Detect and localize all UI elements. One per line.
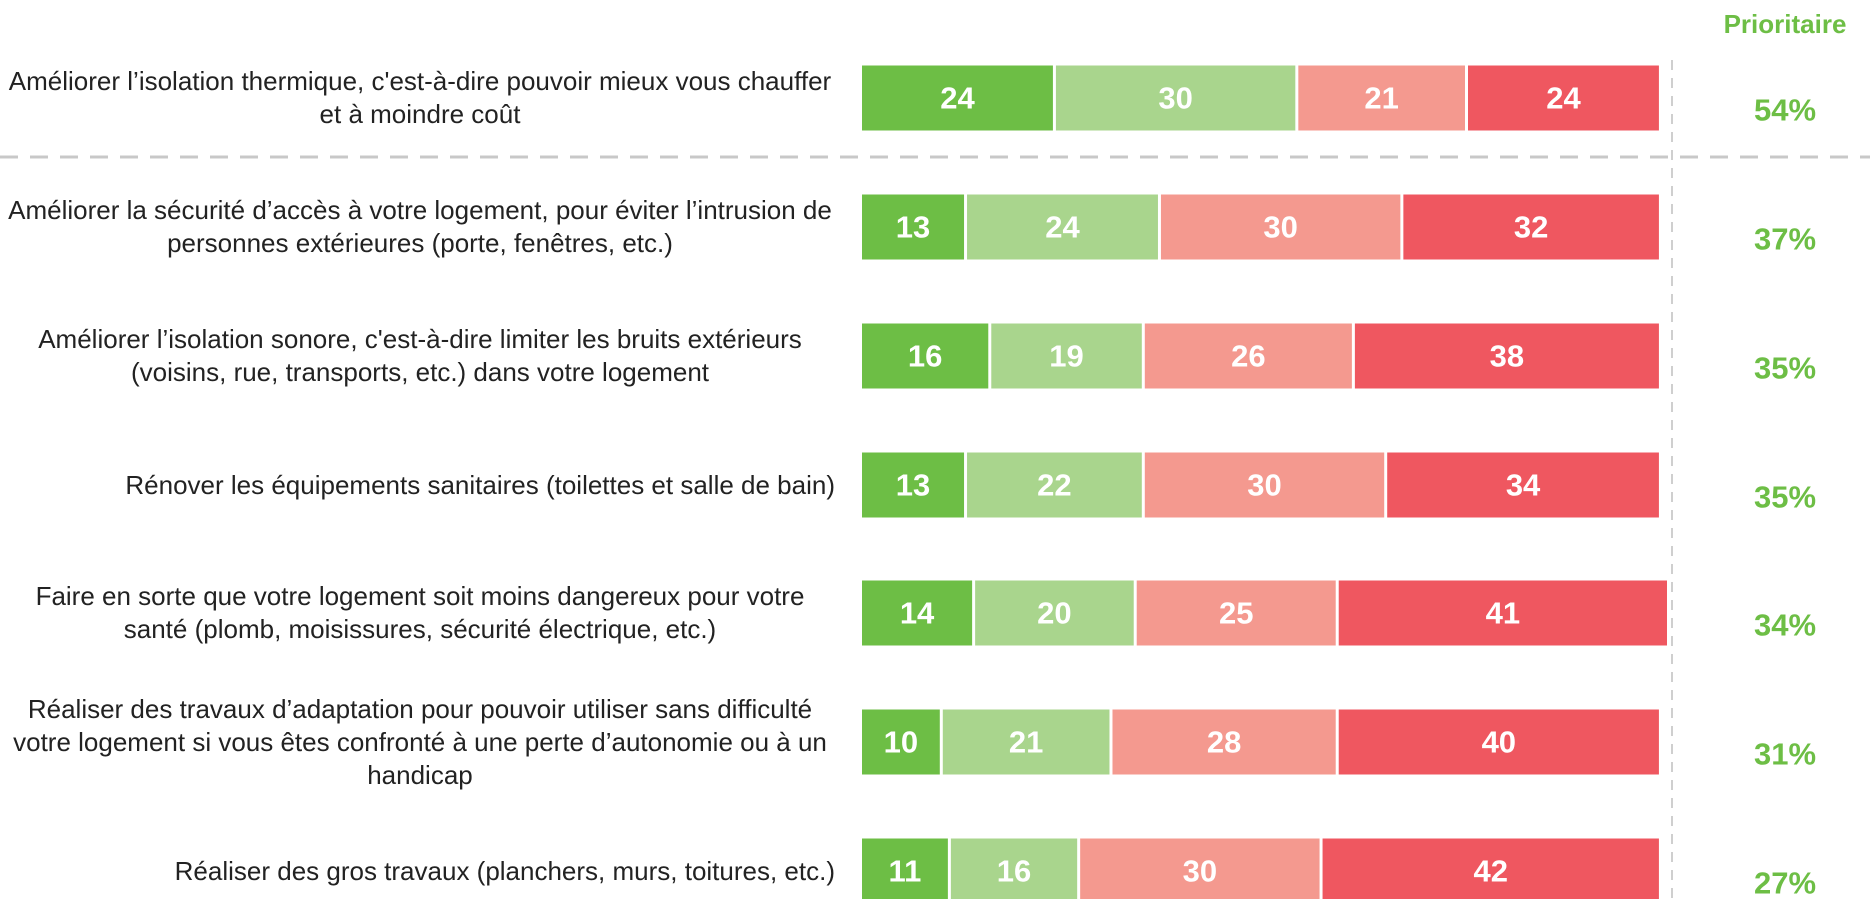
bar-value-label: 24: [1045, 210, 1080, 245]
bar-segment: [1403, 194, 1659, 260]
category-text: Réaliser des travaux d’adaptation pour p…: [13, 693, 827, 790]
priority-title: Prioritaire: [1724, 9, 1847, 39]
bar-value-label: 16: [908, 339, 942, 374]
priority-value: 54%: [1754, 93, 1816, 128]
bar-value-label: 25: [1219, 596, 1253, 631]
bar-segment: [1144, 452, 1385, 518]
bar-segment: [1055, 65, 1296, 131]
bar-value-label: 20: [1037, 596, 1071, 631]
bar-value-label: 19: [1049, 339, 1083, 374]
category-text: Rénover les équipements sanitaires (toil…: [125, 469, 835, 500]
bar-segment: [862, 452, 965, 518]
category-label: Améliorer l’isolation thermique, c'est-à…: [0, 48, 835, 148]
bar-value-label: 30: [1263, 210, 1297, 245]
bar-value-label: 28: [1207, 725, 1241, 760]
bar-segment: [1354, 323, 1659, 389]
bar-value-label: 11: [889, 854, 922, 889]
category-text: Améliorer la sécurité d’accès à votre lo…: [8, 195, 832, 258]
category-text: Améliorer l’isolation thermique, c'est-à…: [8, 66, 832, 129]
bar-segment: [1468, 65, 1659, 131]
bar-segment: [1136, 580, 1336, 646]
category-label: Faire en sorte que votre logement soit m…: [0, 563, 835, 663]
bar-value-label: 40: [1482, 725, 1516, 760]
bar-value-label: 41: [1486, 596, 1520, 631]
bar-segment: [862, 838, 948, 899]
bar-segment: [862, 194, 965, 260]
bar-segment: [1144, 323, 1352, 389]
bar-value-label: 16: [997, 854, 1031, 889]
bar-segment: [967, 194, 1158, 260]
bar-segment: [1338, 709, 1659, 775]
category-text: Réaliser des gros travaux (planchers, mu…: [174, 855, 835, 886]
category-label: Réaliser des travaux d’adaptation pour p…: [0, 692, 835, 792]
category-text: Faire en sorte que votre logement soit m…: [35, 581, 805, 644]
bar-value-label: 26: [1231, 339, 1265, 374]
bar-segment: [862, 709, 940, 775]
bar-value-label: 24: [1546, 81, 1581, 116]
bar-segment: [991, 323, 1142, 389]
bar-value-label: 10: [884, 725, 918, 760]
bar-value-label: 30: [1247, 468, 1281, 503]
bar-value-label: 13: [896, 468, 930, 503]
bar-segment: [1298, 65, 1465, 131]
bar-segment: [1322, 838, 1659, 899]
bar-segment: [942, 709, 1110, 775]
bar-value-label: 21: [1009, 725, 1043, 760]
bar-segment: [862, 323, 989, 389]
bar-value-label: 24: [940, 81, 975, 116]
priority-value: 37%: [1754, 222, 1816, 257]
bar-value-label: 30: [1183, 854, 1217, 889]
priority-value: 34%: [1754, 608, 1816, 643]
category-label: Améliorer la sécurité d’accès à votre lo…: [0, 177, 835, 277]
bar-segment: [862, 580, 973, 646]
bar-segment: [1080, 838, 1320, 899]
bar-segment: [862, 65, 1053, 131]
bar-value-label: 22: [1037, 468, 1071, 503]
bar-value-label: 38: [1490, 339, 1524, 374]
bar-value-label: 21: [1364, 81, 1398, 116]
bar-segment: [1338, 580, 1667, 646]
bar-value-label: 13: [896, 210, 930, 245]
bar-value-label: 32: [1514, 210, 1548, 245]
bar-segment: [950, 838, 1078, 899]
bar-value-label: 14: [900, 596, 935, 631]
category-label: Rénover les équipements sanitaires (toil…: [0, 435, 835, 535]
category-label: Réaliser des gros travaux (planchers, mu…: [0, 821, 835, 899]
bar-value-label: 30: [1158, 81, 1192, 116]
priority-value: 31%: [1754, 737, 1816, 772]
priority-value: 27%: [1754, 866, 1816, 899]
bar-segment: [1112, 709, 1336, 775]
bar-value-label: 42: [1473, 854, 1507, 889]
priority-value: 35%: [1754, 480, 1816, 515]
priority-value: 35%: [1754, 351, 1816, 386]
bar-value-label: 34: [1506, 468, 1541, 503]
bar-segment: [975, 580, 1134, 646]
bar-segment: [1160, 194, 1401, 260]
category-label: Améliorer l’isolation sonore, c'est-à-di…: [0, 306, 835, 406]
category-text: Améliorer l’isolation sonore, c'est-à-di…: [38, 324, 802, 387]
bar-segment: [967, 452, 1142, 518]
bar-segment: [1387, 452, 1659, 518]
